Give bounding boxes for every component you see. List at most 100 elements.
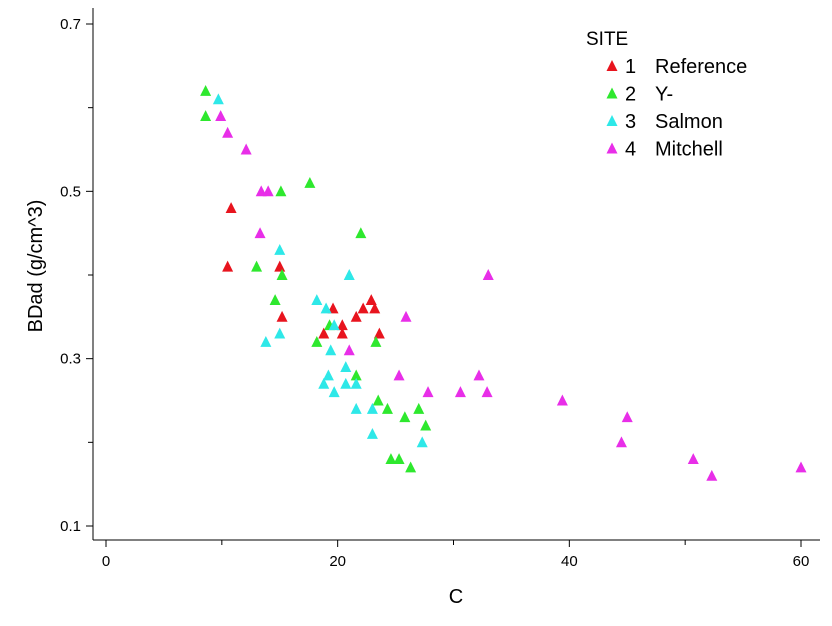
data-points: [200, 84, 807, 481]
data-point: [328, 386, 340, 398]
data-point: [311, 294, 323, 306]
data-point: [795, 461, 807, 473]
data-point: [225, 202, 237, 214]
y-tick-label: 0.5: [60, 183, 81, 200]
data-point: [318, 377, 330, 389]
data-point: [706, 469, 718, 481]
data-point: [254, 227, 266, 239]
data-point: [325, 344, 337, 356]
data-point: [328, 319, 340, 331]
data-point: [340, 361, 352, 372]
data-point: [399, 411, 411, 423]
y-tick-label: 0.1: [60, 518, 81, 535]
data-point: [350, 369, 362, 381]
x-tick-label: 40: [561, 553, 578, 570]
legend-code: 2: [625, 84, 636, 106]
legend-label: Mitchell: [655, 139, 723, 161]
data-point: [343, 344, 355, 356]
legend-title: SITE: [586, 29, 628, 50]
data-point: [274, 260, 286, 272]
data-point: [621, 411, 633, 423]
x-tick-label: 0: [102, 553, 110, 570]
legend-label: Reference: [655, 56, 747, 78]
x-axis-title: C: [449, 586, 463, 608]
data-point: [381, 402, 393, 414]
data-point: [274, 243, 286, 255]
data-point: [255, 185, 267, 197]
data-point: [416, 436, 428, 448]
data-point: [304, 177, 316, 188]
data-point: [385, 453, 397, 465]
data-point: [615, 436, 627, 448]
data-point: [355, 227, 367, 239]
data-point: [481, 386, 493, 398]
axes: 0.1 0.3 0.5 0.7 0 20 40 60: [60, 8, 820, 570]
data-point: [275, 185, 287, 197]
data-point: [311, 335, 323, 347]
data-point: [373, 327, 385, 339]
data-point: [370, 335, 382, 347]
legend-marker: [606, 60, 618, 71]
data-point: [393, 369, 405, 381]
data-point: [405, 461, 417, 473]
legend-code: 1: [625, 56, 636, 78]
x-tick-label: 60: [793, 553, 810, 570]
data-point: [222, 126, 234, 138]
data-point: [372, 394, 384, 406]
data-point: [336, 327, 348, 339]
legend-marker: [606, 142, 618, 154]
data-point: [222, 260, 234, 272]
legend-label: Salmon: [655, 111, 723, 133]
data-point: [482, 269, 494, 280]
data-point: [365, 294, 377, 306]
data-point: [260, 335, 272, 347]
data-point: [336, 319, 348, 331]
data-point: [687, 453, 699, 465]
y-tick-label: 0.7: [60, 16, 81, 33]
data-point: [276, 269, 288, 280]
data-point: [343, 269, 355, 280]
data-point: [269, 294, 281, 306]
data-point: [200, 84, 212, 96]
data-point: [240, 143, 252, 155]
data-point: [400, 310, 412, 322]
legend-marker: [606, 87, 618, 99]
legend: SITE 1 Reference 2 Y- 3 Salmon 4 Mitchell: [586, 29, 747, 161]
series-1: [222, 202, 385, 339]
data-point: [413, 402, 425, 414]
data-point: [215, 110, 227, 121]
data-point: [350, 377, 362, 389]
data-point: [556, 394, 568, 406]
legend-marker: [606, 115, 618, 126]
data-point: [327, 302, 339, 314]
data-point: [212, 93, 224, 105]
data-point: [251, 260, 263, 272]
y-tick-label: 0.3: [60, 351, 81, 368]
data-point: [350, 402, 362, 414]
data-point: [350, 310, 362, 322]
data-point: [276, 310, 288, 322]
y-axis-title: BDad (g/cm^3): [25, 200, 47, 333]
data-point: [366, 428, 378, 439]
data-point: [422, 386, 434, 398]
data-point: [200, 110, 212, 121]
data-point: [473, 369, 485, 381]
series-3: [212, 93, 428, 448]
series-2: [200, 84, 432, 473]
data-point: [318, 327, 330, 339]
data-point: [369, 302, 381, 314]
data-point: [340, 377, 352, 389]
legend-code: 3: [625, 111, 636, 133]
series-4: [215, 110, 807, 481]
data-point: [262, 185, 274, 197]
legend-code: 4: [625, 139, 636, 161]
data-point: [322, 369, 334, 381]
x-tick-label: 20: [329, 553, 346, 570]
data-point: [274, 327, 286, 339]
data-point: [320, 302, 332, 314]
legend-label: Y-: [655, 84, 673, 106]
data-point: [420, 419, 432, 431]
data-point: [454, 386, 466, 398]
data-point: [357, 302, 369, 314]
